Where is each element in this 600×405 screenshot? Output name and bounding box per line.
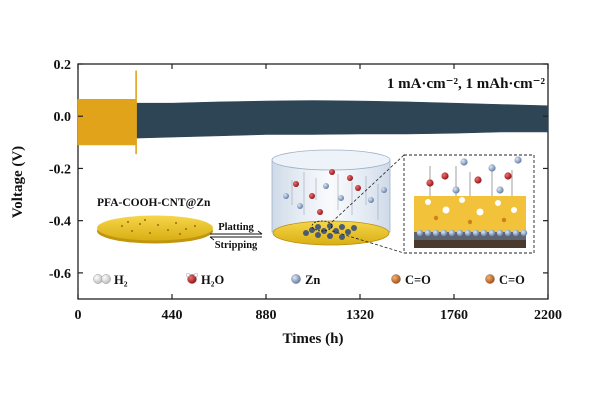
arrow-label-platting: Platting <box>218 222 254 233</box>
condition-annotation: 1 mA·cm⁻², 1 mAh·cm⁻² <box>387 76 546 92</box>
legend-marker <box>187 274 197 284</box>
mechanism-inset: PFA-COOH-CNT@Zn Platting Stripping <box>97 149 535 254</box>
legend-marker <box>193 273 198 278</box>
x-tick-label: 0 <box>75 308 82 323</box>
y-axis: 0.2 0.0 -0.2 -0.4 -0.6 <box>49 58 548 282</box>
legend-label: Zn <box>305 273 320 287</box>
series-layer <box>77 70 549 155</box>
electrode-disk-illustration <box>97 215 213 244</box>
legend-label: H₂ <box>114 273 128 287</box>
electrode-label: PFA-COOH-CNT@Zn <box>97 197 211 209</box>
cell-cylinder-illustration <box>271 149 391 246</box>
y-tick-label: 0.0 <box>54 110 72 125</box>
arrow-label-stripping: Stripping <box>215 240 258 251</box>
y-tick-label: -0.2 <box>49 162 71 177</box>
plot-frame <box>77 63 549 300</box>
x-tick-label: 880 <box>256 308 277 323</box>
legend-label: C=O <box>499 273 525 287</box>
zoom-lines <box>331 154 405 254</box>
y-axis-label: Voltage (V) <box>10 146 26 218</box>
legend: H₂ H₂O Zn C=O C=O <box>93 273 525 287</box>
x-tick-label: 1760 <box>440 308 468 323</box>
x-tick-label: 1320 <box>346 308 374 323</box>
y-tick-label: 0.2 <box>54 58 72 73</box>
series-1-band <box>77 99 136 146</box>
legend-marker <box>185 273 190 278</box>
series-0-band <box>77 100 549 141</box>
y-tick-label: -0.6 <box>49 267 71 282</box>
x-tick-label: 2200 <box>534 308 562 323</box>
legend-marker <box>291 274 301 284</box>
x-tick-label: 440 <box>162 308 183 323</box>
legend-marker <box>101 274 111 284</box>
y-tick-label: -0.4 <box>49 215 71 230</box>
legend-marker <box>391 274 401 284</box>
legend-label: C=O <box>405 273 431 287</box>
interface-zoom-illustration <box>403 154 535 254</box>
x-axis-label: Times (h) <box>283 331 344 347</box>
x-axis: 0 440 880 1320 1760 2200 <box>75 64 562 323</box>
reaction-arrows <box>209 230 263 241</box>
legend-label: H₂O <box>201 273 224 287</box>
legend-marker <box>485 274 495 284</box>
